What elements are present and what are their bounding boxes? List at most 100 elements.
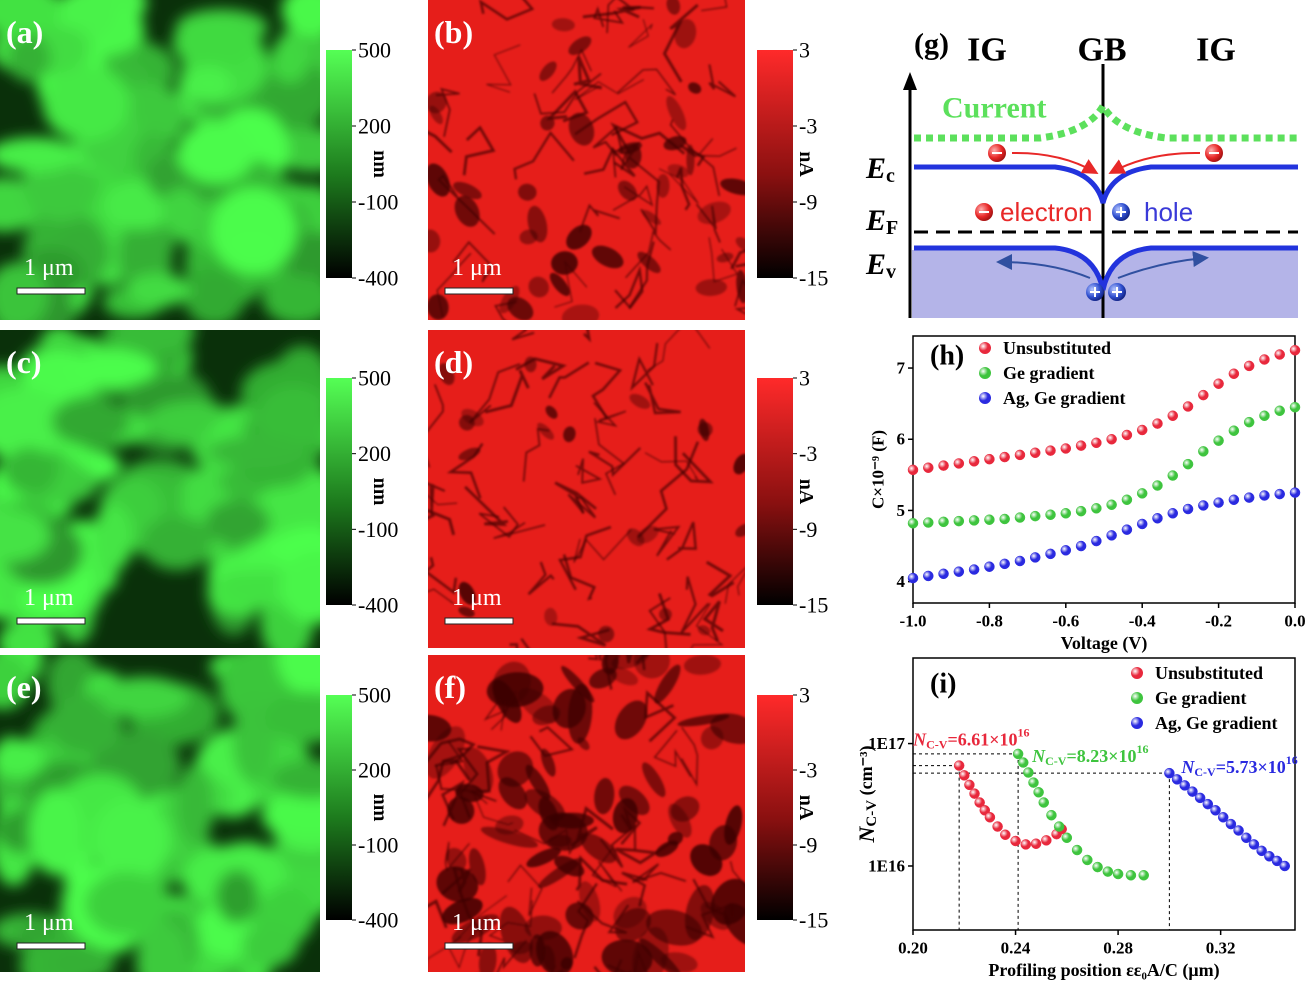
grain-boundary (583, 146, 636, 178)
data-point (1289, 344, 1301, 356)
grain-boundary (621, 871, 648, 907)
grain-boundary (554, 481, 597, 514)
y-axis-label: C×10⁻⁹ (F) (869, 430, 888, 509)
colorbar (757, 378, 793, 605)
y-tick-label: 4 (897, 572, 906, 591)
data-point (1038, 797, 1050, 808)
colorbar-tick-label: -3 (799, 441, 817, 466)
colorbar-unit: nA (795, 479, 817, 505)
data-point (938, 516, 949, 528)
grain-boundary (658, 168, 699, 204)
grain-layer (0, 330, 320, 648)
data-point (1136, 424, 1148, 436)
grain-boundary (625, 230, 672, 279)
legend-label: Ag, Ge gradient (1155, 713, 1277, 733)
data-point (1279, 860, 1290, 872)
grain-boundary (574, 100, 639, 137)
level-label: Ec (865, 152, 895, 188)
scale-bar-label: 1 μm (24, 255, 74, 281)
dark-region (668, 803, 692, 838)
grain-boundary (724, 567, 745, 604)
x-tick-label: -0.6 (1052, 612, 1079, 631)
grain (42, 65, 130, 142)
grain (176, 764, 214, 845)
dark-region (568, 36, 592, 56)
dark-region (629, 393, 651, 409)
dark-region (544, 607, 558, 626)
annotation-subscript: C-V (1045, 754, 1067, 768)
dark-region (716, 252, 734, 263)
dark-region (458, 581, 476, 605)
data-point (1075, 505, 1087, 517)
y-tick-label: 1E17 (868, 734, 905, 753)
grain (126, 273, 191, 307)
data-point (1213, 378, 1224, 389)
data-point (1228, 368, 1240, 379)
colorbar-tick-label: 500 (358, 38, 391, 63)
current-label: Current (942, 92, 1046, 125)
data-point (1000, 829, 1011, 840)
colorbar-unit: nA (795, 795, 817, 821)
data-point (1264, 851, 1275, 862)
panel-label: (f) (434, 669, 466, 705)
level-subscript: c (886, 165, 895, 187)
data-point (953, 760, 965, 771)
dark-region (697, 625, 711, 636)
data-point (1091, 535, 1102, 547)
data-point (938, 568, 949, 580)
data-point (1243, 492, 1255, 503)
grain-boundary (594, 417, 626, 496)
x-tick-label: 0.32 (1206, 939, 1236, 958)
grain (0, 509, 51, 563)
afm-panels: (a) 1 μm 500 200 -100 -400 nm (b) 1 μm 3 -3 -9 -15 nA… (0, 0, 828, 972)
grain-boundary (653, 525, 681, 557)
legend-marker (979, 367, 991, 379)
dark-region (441, 897, 483, 925)
grain-boundary (637, 441, 700, 539)
dark-region (428, 714, 452, 742)
colorbar-tick-label: -100 (358, 190, 398, 215)
grain-boundary (554, 259, 588, 308)
region-label: IG (1196, 32, 1236, 69)
colorbar-tick-label: 3 (799, 38, 810, 63)
afm-image (0, 330, 320, 648)
grain-boundary (607, 949, 648, 972)
grain-boundary (462, 125, 496, 176)
colorbar-tick-label: 500 (358, 366, 391, 391)
grain-boundary (551, 48, 592, 94)
grain (205, 499, 270, 546)
grain (177, 121, 255, 184)
hole-arrow (1117, 251, 1209, 279)
dark-region (532, 705, 561, 726)
grain-boundary (593, 959, 633, 972)
grain-boundary (578, 203, 621, 233)
data-point (1106, 530, 1117, 541)
data-point (1053, 821, 1065, 832)
grain (136, 923, 188, 972)
data-point (1121, 524, 1133, 535)
grain-boundary (644, 452, 699, 481)
dark-region (690, 844, 723, 876)
grain (161, 187, 203, 236)
panel-label: (i) (930, 669, 956, 700)
colorbar-tick-label: 3 (799, 366, 810, 391)
panel-label: (d) (434, 344, 473, 380)
data-point (1167, 410, 1179, 421)
data-point (1138, 870, 1149, 881)
grain-boundary (567, 493, 597, 519)
data-point (984, 812, 996, 823)
legend-marker (1131, 692, 1143, 704)
legend-marker (1131, 717, 1143, 729)
dark-region (428, 294, 449, 320)
dark-region (579, 881, 601, 922)
grain-boundary (428, 557, 458, 595)
data-point (1029, 447, 1041, 459)
colorbar-tick-label: -400 (358, 908, 398, 933)
dark-region (561, 304, 600, 320)
grain (279, 551, 320, 624)
grain-boundary (470, 745, 511, 794)
grain (48, 694, 124, 756)
grain-boundary (479, 0, 535, 21)
x-tick-label: -0.4 (1129, 612, 1156, 631)
data-point (1033, 787, 1044, 798)
